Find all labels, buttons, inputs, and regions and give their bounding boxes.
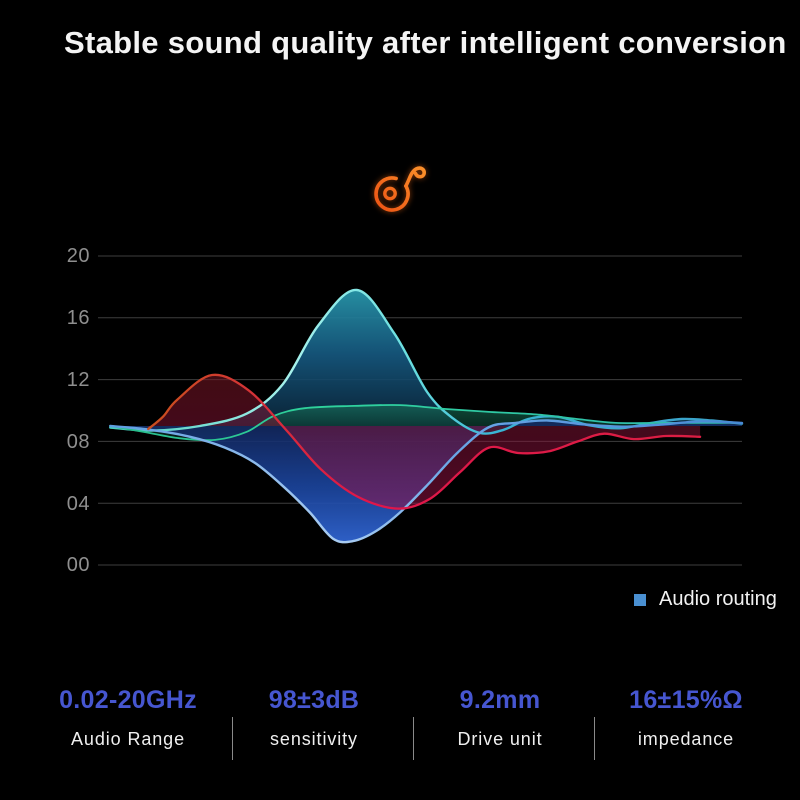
spec-row: 0.02-20GHz Audio Range 98±3dB sensitivit… xyxy=(35,686,779,760)
y-axis-tick-label: 00 xyxy=(66,554,90,576)
legend-swatch-icon xyxy=(634,594,646,606)
spec-divider xyxy=(232,717,233,760)
y-axis-tick-label: 16 xyxy=(66,307,90,329)
y-axis-tick-label: 12 xyxy=(66,369,90,391)
spec-label: Drive unit xyxy=(457,729,543,749)
series-red-wave-line xyxy=(147,373,702,510)
spec-drive-unit: 9.2mm Drive unit xyxy=(407,686,593,750)
spec-value: 9.2mm xyxy=(459,686,541,714)
y-axis-tick-label: 20 xyxy=(66,245,90,267)
spec-label: sensitivity xyxy=(270,729,358,749)
spec-value: 16±15%Ω xyxy=(629,686,743,714)
spec-divider xyxy=(594,717,595,760)
spec-divider xyxy=(413,717,414,760)
music-note-icon xyxy=(374,166,426,212)
series-red-wave-fill xyxy=(148,374,701,509)
spec-value: 98±3dB xyxy=(268,686,360,714)
spec-label: impedance xyxy=(637,729,735,749)
spec-impedance: 16±15%Ω impedance xyxy=(593,686,779,750)
page-title: Stable sound quality after intelligent c… xyxy=(64,25,787,60)
series-blue-wave-line xyxy=(109,419,744,544)
y-axis-tick-label: 08 xyxy=(66,431,90,453)
spec-audio-range: 0.02-20GHz Audio Range xyxy=(35,686,221,750)
spec-value: 0.02-20GHz xyxy=(59,686,197,714)
y-axis-tick-label: 04 xyxy=(66,493,90,515)
chart-legend: Audio routing xyxy=(634,588,777,611)
spec-label: Audio Range xyxy=(71,729,185,749)
series-green-wave-fill xyxy=(110,404,742,441)
legend-label: Audio routing xyxy=(659,588,777,610)
spec-sensitivity: 98±3dB sensitivity xyxy=(221,686,407,750)
